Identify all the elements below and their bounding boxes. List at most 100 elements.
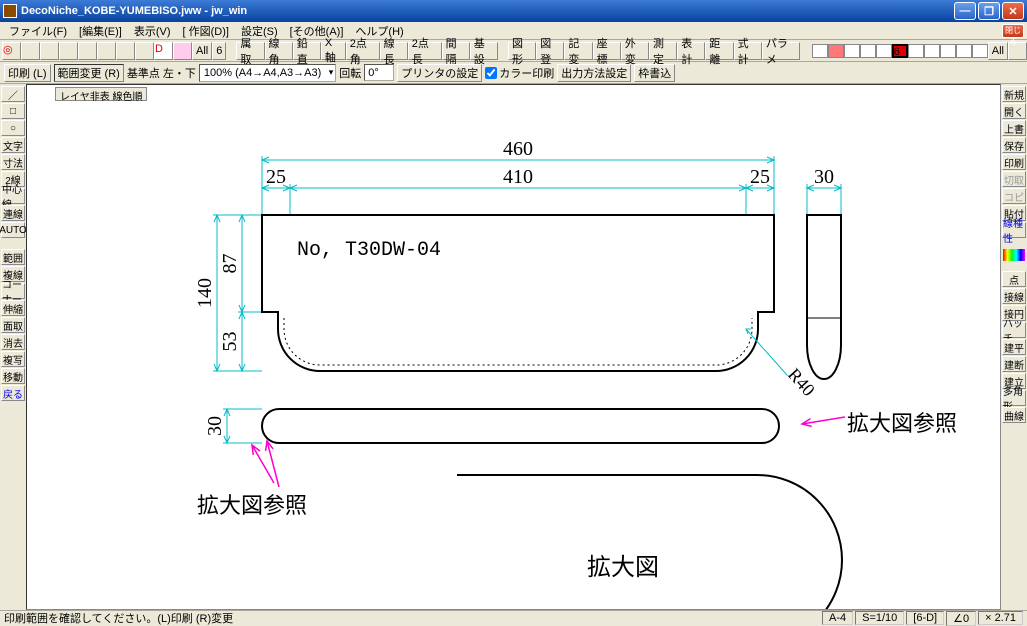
- layer-slot[interactable]: [116, 42, 135, 60]
- layer-slot[interactable]: [78, 42, 97, 60]
- tangent-tool[interactable]: 接線: [1002, 288, 1026, 304]
- color-swatch[interactable]: [924, 44, 940, 58]
- plan-tool[interactable]: 建平: [1002, 339, 1026, 355]
- section-tool[interactable]: 建断: [1002, 356, 1026, 372]
- erase-tool[interactable]: 消去: [1, 334, 25, 350]
- hatch-tool[interactable]: ハッチ: [1002, 322, 1026, 338]
- tb-btn[interactable]: 鉛直: [293, 42, 321, 60]
- undo-button[interactable]: 戻る: [1, 385, 25, 401]
- tb-btn[interactable]: 線角: [265, 42, 293, 60]
- color-swatch[interactable]: [812, 44, 828, 58]
- copy-button[interactable]: コピ: [1002, 188, 1026, 204]
- color-swatch[interactable]: [956, 44, 972, 58]
- menu-edit[interactable]: [編集(E)]: [74, 22, 127, 40]
- layer-slot[interactable]: [135, 42, 154, 60]
- window-title: DecoNiche_KOBE-YUMEBISO.jww - jw_win: [21, 5, 952, 17]
- minimize-button[interactable]: —: [954, 2, 976, 20]
- tb-btn[interactable]: 記変: [564, 42, 592, 60]
- saveas-button[interactable]: 保存: [1002, 137, 1026, 153]
- range-tool[interactable]: 範囲: [1, 249, 25, 265]
- tb-btn[interactable]: 図形: [508, 42, 536, 60]
- tb-btn[interactable]: 2点長: [408, 42, 442, 60]
- maximize-button[interactable]: ❐: [978, 2, 1000, 20]
- extend-tool[interactable]: 伸縮: [1, 300, 25, 316]
- polygon-tool[interactable]: 多角形: [1002, 390, 1026, 406]
- color-swatch[interactable]: [828, 44, 844, 58]
- tb-btn[interactable]: 線長: [380, 42, 408, 60]
- new-button[interactable]: 新規: [1002, 86, 1026, 102]
- text-tool[interactable]: 文字: [1, 137, 25, 153]
- color-strip[interactable]: [1003, 249, 1025, 261]
- tb-btn[interactable]: 式計: [734, 42, 762, 60]
- tb-btn[interactable]: 2点角: [346, 42, 380, 60]
- tb-btn[interactable]: 属取: [236, 42, 264, 60]
- color-swatch[interactable]: [908, 44, 924, 58]
- print-button-r[interactable]: 印刷: [1002, 154, 1026, 170]
- lineprop-button[interactable]: 線種性: [1002, 222, 1026, 238]
- svg-text:87: 87: [219, 254, 241, 274]
- svg-text:140: 140: [194, 278, 216, 308]
- drawing-canvas[interactable]: レイヤ非表 線色順 4602541025301408753No, T30DW-0…: [26, 84, 1001, 610]
- close-button[interactable]: ✕: [1002, 2, 1024, 20]
- layer-slot[interactable]: [173, 42, 192, 60]
- tb-btn[interactable]: 基設: [470, 42, 498, 60]
- rect-tool[interactable]: □: [1, 103, 25, 119]
- menu-file[interactable]: ファイル(F): [4, 22, 72, 40]
- color-print-checkbox[interactable]: カラー印刷: [485, 65, 554, 81]
- color-swatch[interactable]: [972, 44, 988, 58]
- color-swatch[interactable]: [844, 44, 860, 58]
- tb-btn[interactable]: 座標: [593, 42, 621, 60]
- svg-text:30: 30: [814, 166, 834, 188]
- curve-tool[interactable]: 曲線: [1002, 407, 1026, 423]
- layer-slot[interactable]: [40, 42, 59, 60]
- color-swatch[interactable]: 6: [892, 44, 908, 58]
- print-button[interactable]: 印刷 (L): [4, 64, 51, 82]
- save-button[interactable]: 上書: [1002, 120, 1026, 136]
- polyline-tool[interactable]: 連線: [1, 205, 25, 221]
- zoom-select[interactable]: 100% (A4→A4,A3→A3): [199, 64, 336, 82]
- open-button[interactable]: 開く: [1002, 103, 1026, 119]
- cut-button[interactable]: 切取: [1002, 171, 1026, 187]
- layer-slot[interactable]: [97, 42, 116, 60]
- tb-btn[interactable]: 表計: [677, 42, 705, 60]
- tb-btn[interactable]: パラメ: [762, 42, 800, 60]
- circle-tool[interactable]: ○: [1, 120, 25, 136]
- point-tool[interactable]: 点: [1002, 271, 1026, 287]
- layer-all2-button[interactable]: All: [988, 42, 1008, 60]
- auto-tool[interactable]: AUTO: [1, 222, 25, 238]
- range-button[interactable]: 範囲変更 (R): [54, 64, 124, 82]
- dim-tool[interactable]: 寸法: [1, 154, 25, 170]
- centerline-tool[interactable]: 中心線: [1, 188, 25, 204]
- layer-slot[interactable]: D: [154, 42, 173, 60]
- tb-btn[interactable]: X軸: [321, 42, 346, 60]
- angle-field[interactable]: 0°: [364, 64, 394, 81]
- tb-btn[interactable]: 距離: [705, 42, 733, 60]
- chamfer-tool[interactable]: 面取: [1, 317, 25, 333]
- svg-text:No, T30DW-04: No, T30DW-04: [297, 239, 441, 262]
- layer-all-button[interactable]: All: [192, 42, 212, 60]
- svg-text:25: 25: [750, 166, 770, 188]
- tb-btn[interactable]: 図登: [536, 42, 564, 60]
- tb-btn[interactable]: 間隔: [442, 42, 470, 60]
- menu-view[interactable]: 表示(V): [129, 22, 176, 40]
- rotation-label: 回転: [339, 65, 361, 81]
- menu-draw[interactable]: [ 作図(D)]: [178, 22, 234, 40]
- copy-tool[interactable]: 複写: [1, 351, 25, 367]
- inner-close-button[interactable]: 閉じる: [1002, 24, 1024, 38]
- tb-btn[interactable]: 外変: [621, 42, 649, 60]
- printer-settings-button[interactable]: プリンタの設定: [397, 64, 482, 82]
- tb-btn[interactable]: 測定: [649, 42, 677, 60]
- output-settings-button[interactable]: 出力方法設定: [557, 64, 631, 82]
- color-swatch[interactable]: [876, 44, 892, 58]
- layer-slot[interactable]: ◎: [2, 42, 21, 60]
- layer-slot[interactable]: [59, 42, 78, 60]
- color-swatch[interactable]: [940, 44, 956, 58]
- layer-num-button[interactable]: 6: [212, 42, 226, 60]
- layer-slot[interactable]: [21, 42, 40, 60]
- line-tool[interactable]: ／: [1, 86, 25, 102]
- color-swatch[interactable]: [860, 44, 876, 58]
- move-tool[interactable]: 移動: [1, 368, 25, 384]
- frame-write-button[interactable]: 枠書込: [634, 64, 675, 82]
- svg-text:R40: R40: [784, 364, 819, 400]
- corner-tool[interactable]: コーナー: [1, 283, 25, 299]
